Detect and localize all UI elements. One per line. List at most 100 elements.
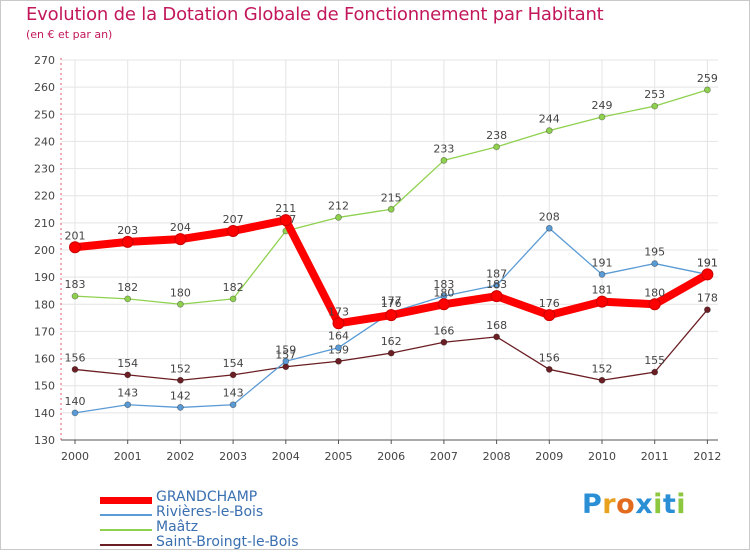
data-label-rivi-res-le-bois: 183: [433, 278, 454, 291]
data-point-rivi-res-le-bois: [71, 409, 79, 417]
data-point-grandchamp: [332, 317, 345, 330]
data-label-grandchamp: 183: [486, 278, 507, 291]
data-label-ma-tz: 244: [539, 113, 560, 126]
data-point-ma-tz: [229, 295, 237, 303]
data-point-ma-tz: [335, 214, 342, 221]
x-tick-label: 2002: [166, 450, 194, 463]
data-label-ma-tz: 253: [644, 88, 665, 101]
legend-label: Rivières-le-Bois: [156, 504, 264, 520]
data-label-saint-broingt-le-bois: 154: [223, 357, 244, 370]
data-label-rivi-res-le-bois: 195: [644, 246, 665, 259]
data-point-grandchamp: [596, 295, 608, 308]
data-label-rivi-res-le-bois: 159: [275, 343, 296, 356]
logo-letter: r: [602, 489, 617, 520]
data-label-ma-tz: 233: [433, 142, 454, 155]
data-label-rivi-res-le-bois: 143: [223, 387, 244, 400]
data-label-grandchamp: 180: [644, 286, 665, 299]
data-point-rivi-res-le-bois: [229, 401, 237, 409]
data-label-rivi-res-le-bois: 191: [592, 256, 613, 269]
y-tick-label: 260: [34, 81, 55, 94]
data-point-saint-broingt-le-bois: [493, 333, 501, 341]
data-label-ma-tz: 182: [117, 281, 138, 294]
data-point-grandchamp: [174, 233, 187, 246]
data-label-ma-tz: 259: [697, 72, 718, 85]
data-label-saint-broingt-le-bois: 152: [170, 362, 191, 375]
data-label-ma-tz: 249: [592, 99, 613, 112]
data-label-grandchamp: 201: [65, 229, 86, 242]
x-tick-label: 2004: [272, 450, 300, 463]
y-tick-label: 240: [34, 135, 55, 148]
data-label-ma-tz: 182: [223, 281, 244, 294]
data-label-rivi-res-le-bois: 177: [381, 294, 402, 307]
data-point-ma-tz: [387, 205, 395, 213]
data-label-grandchamp: 211: [275, 202, 296, 215]
logo-letter: i: [653, 489, 663, 520]
data-label-grandchamp: 207: [223, 213, 244, 226]
data-point-saint-broingt-le-bois: [598, 376, 606, 384]
x-tick-label: 2010: [588, 450, 616, 463]
data-point-saint-broingt-le-bois: [71, 366, 79, 373]
data-label-rivi-res-le-bois: 191: [697, 256, 718, 269]
data-label-grandchamp: 176: [381, 297, 402, 310]
x-tick-label: 2005: [325, 450, 353, 463]
data-point-ma-tz: [176, 300, 184, 308]
data-label-rivi-res-le-bois: 140: [65, 395, 86, 408]
data-label-saint-broingt-le-bois: 156: [65, 351, 86, 364]
data-label-rivi-res-le-bois: 208: [539, 210, 560, 223]
data-point-ma-tz: [124, 295, 132, 303]
data-point-grandchamp: [701, 268, 714, 281]
data-point-grandchamp: [69, 241, 81, 254]
data-point-grandchamp: [490, 290, 503, 303]
data-label-grandchamp: 203: [117, 224, 138, 237]
data-label-saint-broingt-le-bois: 155: [644, 354, 665, 367]
data-point-ma-tz: [545, 127, 553, 134]
y-tick-label: 150: [34, 380, 55, 393]
x-tick-label: 2001: [114, 450, 142, 463]
data-label-ma-tz: 215: [381, 191, 402, 204]
data-point-rivi-res-le-bois: [598, 271, 606, 278]
data-label-grandchamp: 173: [328, 305, 349, 318]
data-label-rivi-res-le-bois: 164: [328, 330, 349, 343]
data-label-saint-broingt-le-bois: 166: [433, 324, 454, 337]
y-tick-label: 190: [34, 271, 55, 284]
chart-subtitle: (en € et par an): [26, 28, 113, 41]
data-label-rivi-res-le-bois: 143: [117, 387, 138, 400]
data-point-saint-broingt-le-bois: [545, 366, 553, 373]
legend-label: Saint-Broingt-le-Bois: [156, 534, 299, 550]
x-tick-label: 2008: [483, 450, 511, 463]
y-tick-label: 250: [34, 108, 55, 121]
x-tick-label: 2003: [219, 450, 247, 463]
data-point-grandchamp: [437, 298, 450, 311]
y-tick-label: 180: [34, 298, 55, 311]
data-label-saint-broingt-le-bois: 178: [697, 292, 718, 305]
data-point-saint-broingt-le-bois: [229, 371, 237, 379]
data-point-rivi-res-le-bois: [335, 344, 342, 352]
data-point-ma-tz: [598, 113, 606, 121]
data-label-saint-broingt-le-bois: 157: [275, 349, 296, 362]
legend-label: GRANDCHAMP: [156, 489, 258, 505]
logo-letter: o: [616, 489, 636, 520]
data-label-grandchamp: 191: [697, 256, 718, 269]
data-point-grandchamp: [543, 309, 556, 322]
legend-swatch: [100, 496, 152, 504]
legend-swatch: [100, 529, 152, 531]
data-point-grandchamp: [279, 214, 292, 227]
y-tick-label: 200: [34, 244, 55, 257]
proxiti-logo: Proxiti: [582, 489, 686, 520]
data-label-ma-tz: 183: [65, 278, 86, 291]
y-tick-label: 230: [34, 163, 55, 176]
y-tick-label: 210: [34, 217, 55, 230]
legend-swatch: [100, 544, 152, 546]
data-point-rivi-res-le-bois: [493, 281, 501, 289]
data-point-rivi-res-le-bois: [124, 401, 132, 409]
data-label-grandchamp: 204: [170, 221, 191, 234]
data-label-saint-broingt-le-bois: 162: [381, 335, 402, 348]
data-label-rivi-res-le-bois: 187: [486, 267, 507, 280]
data-point-ma-tz: [71, 292, 79, 300]
logo-letter: i: [676, 489, 687, 520]
data-label-saint-broingt-le-bois: 154: [117, 357, 138, 370]
data-point-saint-broingt-le-bois: [440, 338, 448, 346]
data-point-rivi-res-le-bois: [545, 224, 553, 232]
data-point-saint-broingt-le-bois: [387, 349, 395, 357]
